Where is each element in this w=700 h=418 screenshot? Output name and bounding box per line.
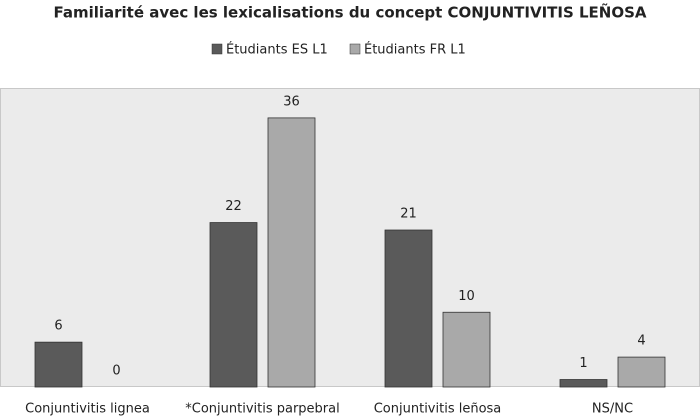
legend-swatch xyxy=(211,43,223,55)
bar xyxy=(34,341,83,388)
data-label: 1 xyxy=(579,356,587,371)
chart-title: Familiarité avec les lexicalisations du … xyxy=(53,3,646,22)
data-label: 36 xyxy=(283,94,300,109)
data-label: 4 xyxy=(637,334,645,349)
legend-label: Étudiants ES L1 xyxy=(226,42,328,58)
x-tick-label: Conjuntivitis lignea xyxy=(25,402,150,417)
legend-label: Étudiants FR L1 xyxy=(364,42,466,58)
bar xyxy=(617,356,666,388)
bar xyxy=(384,229,433,388)
x-tick-label: *Conjuntivitis parpebral xyxy=(185,402,339,417)
legend: Étudiants ES L1 Étudiants FR L1 xyxy=(211,42,466,58)
x-tick-label: NS/NC xyxy=(592,402,633,417)
plot-area xyxy=(0,88,700,387)
bar xyxy=(267,117,316,388)
bar xyxy=(559,379,608,388)
data-label: 22 xyxy=(225,199,242,214)
bar xyxy=(209,222,258,388)
data-label: 0 xyxy=(112,364,120,379)
bar xyxy=(442,311,491,388)
data-label: 10 xyxy=(458,289,475,304)
data-label: 6 xyxy=(54,319,62,334)
x-tick-label: Conjuntivitis leñosa xyxy=(374,402,502,417)
data-label: 21 xyxy=(400,207,417,222)
legend-swatch xyxy=(349,43,361,55)
